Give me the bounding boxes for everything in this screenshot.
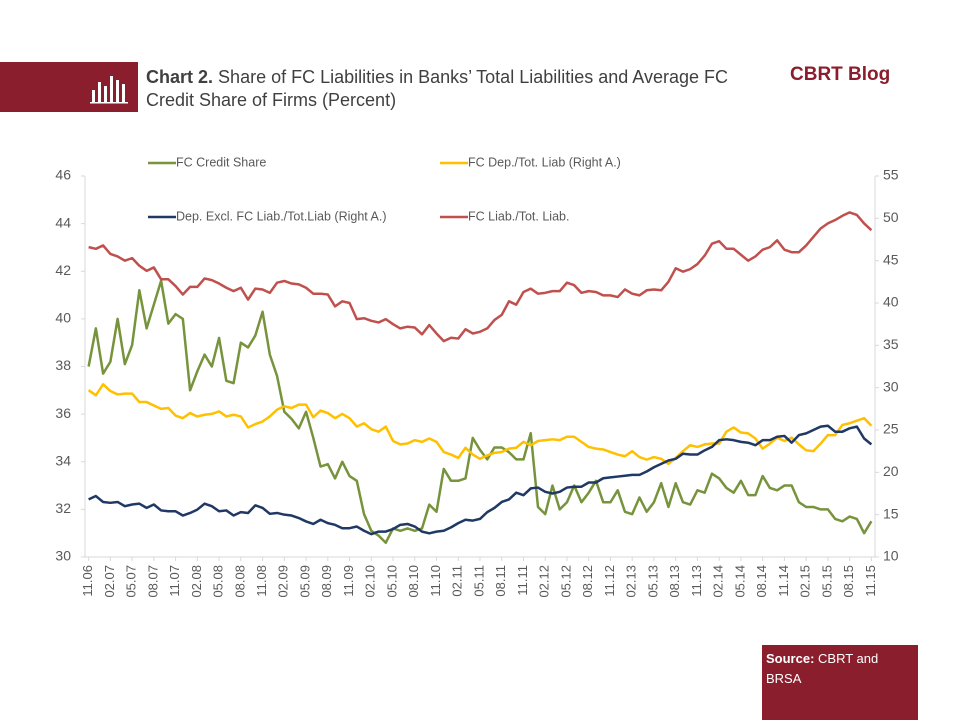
y2-tick-label: 50 xyxy=(883,209,899,225)
x-tick-label: 05.07 xyxy=(124,565,139,598)
x-tick-label: 02.11 xyxy=(450,565,465,597)
x-tick-label: 05.10 xyxy=(384,565,399,598)
x-tick-label: 05.15 xyxy=(819,565,834,598)
y-tick-label: 32 xyxy=(55,500,71,516)
x-tick-label: 11.13 xyxy=(689,565,704,597)
x-tick-label: 11.08 xyxy=(254,565,269,597)
brand: CBRT Blog xyxy=(790,64,891,85)
x-tick-label: 02.15 xyxy=(798,565,813,598)
x-tick-label: 05.08 xyxy=(211,565,226,598)
x-tick-label: 08.07 xyxy=(145,565,160,598)
legend-label: Dep. Excl. FC Liab./Tot.Liab (Right A.) xyxy=(176,209,387,223)
x-tick-label: 11.09 xyxy=(341,565,356,597)
series-line xyxy=(88,424,873,536)
x-tick-label: 11.12 xyxy=(602,565,617,597)
y2-tick-label: 20 xyxy=(883,463,899,479)
x-tick-label: 11.14 xyxy=(776,565,791,597)
x-tick-label: 05.12 xyxy=(558,565,573,598)
x-tick-label: 02.09 xyxy=(276,565,291,598)
x-tick-label: 05.14 xyxy=(732,565,747,598)
y2-tick-label: 30 xyxy=(883,378,899,394)
source-box: Source: CBRT and BRSA xyxy=(762,645,918,720)
y-tick-label: 36 xyxy=(55,405,71,421)
chart-label: Chart 2. xyxy=(146,67,214,87)
chart-icon xyxy=(90,76,128,104)
x-tick-label: 11.11 xyxy=(515,565,530,596)
y-tick-label: 44 xyxy=(55,214,71,230)
y-tick-label: 46 xyxy=(55,167,71,183)
x-tick-label: 02.10 xyxy=(363,565,378,598)
y-tick-label: 42 xyxy=(55,262,71,278)
chart-title: Chart 2. Share of FC Liabilities in Bank… xyxy=(146,66,736,112)
y2-tick-label: 25 xyxy=(883,421,899,437)
x-tick-label: 02.07 xyxy=(102,565,117,598)
source-label: Source: xyxy=(766,651,815,666)
x-tick-label: 08.10 xyxy=(406,565,421,598)
y-tick-label: 34 xyxy=(55,452,71,468)
x-tick-label: 02.08 xyxy=(189,565,204,598)
series-line xyxy=(87,383,873,466)
y2-tick-label: 15 xyxy=(883,505,899,521)
x-tick-label: 02.14 xyxy=(711,565,726,598)
x-tick-label: 11.07 xyxy=(167,565,182,597)
x-tick-label: 11.06 xyxy=(80,565,95,597)
y-tick-label: 38 xyxy=(55,357,71,373)
x-tick-label: 08.12 xyxy=(580,565,595,598)
x-tick-label: 11.15 xyxy=(863,565,878,597)
legend-label: FC Dep./Tot. Liab (Right A.) xyxy=(468,155,621,169)
legend-label: FC Liab./Tot. Liab. xyxy=(468,209,569,223)
legend-label: FC Credit Share xyxy=(176,155,266,169)
source-text: CBRT and BRSA xyxy=(766,651,879,686)
x-tick-label: 08.13 xyxy=(667,565,682,598)
y2-tick-label: 55 xyxy=(883,167,899,183)
x-tick-label: 02.13 xyxy=(624,565,639,598)
x-tick-label: 05.11 xyxy=(471,565,486,597)
header-band xyxy=(0,62,138,112)
y2-tick-label: 35 xyxy=(883,336,899,352)
y-tick-label: 30 xyxy=(55,548,71,564)
x-tick-label: 02.12 xyxy=(537,565,552,598)
y2-tick-label: 10 xyxy=(883,548,899,564)
x-tick-label: 08.14 xyxy=(754,565,769,598)
y2-tick-label: 40 xyxy=(883,294,899,310)
title-text: Share of FC Liabilities in Banks’ Total … xyxy=(146,67,728,110)
x-tick-label: 08.08 xyxy=(232,565,247,598)
y-tick-label: 40 xyxy=(55,310,71,326)
x-tick-label: 05.13 xyxy=(645,565,660,598)
x-tick-label: 11.10 xyxy=(428,565,443,597)
y2-tick-label: 45 xyxy=(883,251,899,267)
chart: 30 32 34 36 38 40 42 44 46 10 15 20 25 30 35 40 45 50 55 11… xyxy=(55,155,899,598)
x-tick-label: 08.11 xyxy=(493,565,508,597)
x-tick-label: 08.09 xyxy=(319,565,334,598)
series-line xyxy=(87,279,873,544)
series-line xyxy=(88,211,873,343)
x-tick-label: 05.09 xyxy=(297,565,312,598)
x-tick-label: 08.15 xyxy=(841,565,856,598)
